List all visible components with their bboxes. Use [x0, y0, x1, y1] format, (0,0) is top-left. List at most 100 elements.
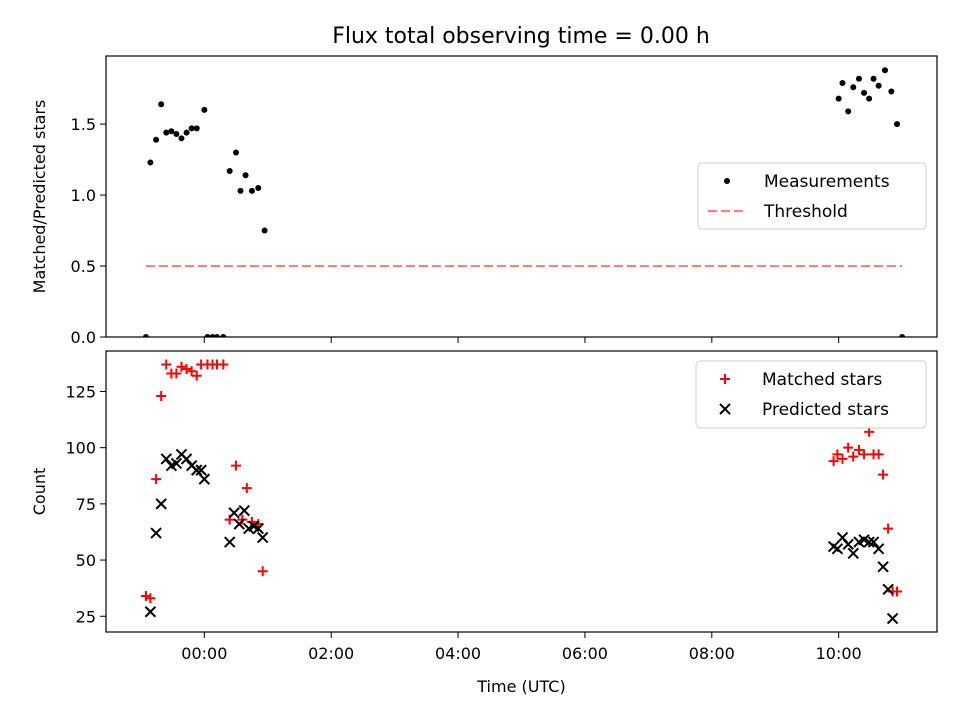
x-tick-label: 00:00	[181, 644, 227, 663]
plot-area	[142, 67, 906, 337]
x-tick-label: 04:00	[435, 644, 481, 663]
y-tick-label: 75	[76, 495, 96, 514]
measurement-point	[255, 184, 262, 191]
top-panel: 0.0 0.5 1.0 1.5 Matched/Predicted stars Measu…	[30, 55, 938, 347]
predicted-star-point	[223, 536, 236, 548]
legend: Measurements Threshold	[697, 162, 927, 230]
matched-star-point	[171, 368, 182, 379]
legend-label: Matched stars	[762, 370, 882, 390]
predicted-star-point	[195, 464, 207, 476]
matched-star-point	[191, 370, 202, 381]
matched-star-point	[241, 483, 252, 494]
predicted-star-point	[867, 536, 880, 548]
matched-star-point	[176, 361, 187, 372]
predicted-star-point	[882, 583, 894, 595]
predicted-star-point	[863, 536, 875, 548]
matched-star-point	[140, 591, 151, 602]
measurement-point	[158, 101, 165, 108]
legend-measurement-marker	[724, 178, 730, 184]
measurement-point	[899, 334, 906, 337]
legend-label: Measurements	[764, 172, 890, 192]
predicted-star-point	[155, 498, 167, 510]
predicted-star-point	[238, 504, 250, 517]
predicted-star-point	[877, 561, 889, 573]
matched-star-point	[892, 586, 903, 597]
legend-predicted-marker	[719, 403, 731, 415]
measurement-point	[147, 159, 154, 166]
matched-star-point	[859, 449, 870, 460]
y-tick-label: 1.0	[71, 186, 96, 205]
measurement-point	[855, 75, 862, 82]
measurement-point	[163, 129, 170, 136]
matched-star-point	[161, 359, 172, 370]
matched-star-point	[257, 566, 268, 577]
axes-frame	[105, 350, 938, 633]
matched-star-point	[883, 523, 894, 534]
predicted-star-point	[180, 453, 193, 465]
measurement-point	[204, 334, 211, 337]
matched-star-point	[873, 449, 884, 460]
legend-matched-marker	[720, 374, 730, 384]
y-tick-label: 100	[65, 439, 96, 458]
x-tick-label: 02:00	[308, 644, 354, 663]
matched-star-point	[853, 444, 864, 455]
measurement-point	[242, 172, 249, 179]
measurement-point	[248, 187, 255, 194]
matched-star-point	[181, 363, 192, 374]
measurement-point	[850, 84, 857, 91]
plot-area	[140, 359, 903, 625]
predicted-star-point	[831, 543, 844, 555]
y-tick-label: 50	[76, 551, 96, 570]
predicted-star-point	[886, 612, 899, 625]
measurement-point	[226, 167, 233, 174]
predicted-star-point	[228, 507, 240, 519]
predicted-star-point	[150, 527, 162, 539]
y-tick-label: 125	[65, 382, 96, 401]
legend-box	[695, 360, 927, 429]
measurement-point	[178, 135, 185, 142]
matched-star-point	[828, 456, 839, 467]
legend: Matched stars Predicted stars	[695, 360, 927, 429]
measurement-point	[201, 106, 208, 113]
predicted-star-point	[170, 457, 183, 470]
measurement-point	[870, 75, 877, 82]
matched-star-point	[218, 359, 229, 370]
matched-star-point	[832, 449, 843, 460]
measurement-point	[861, 89, 868, 96]
matched-star-point	[145, 593, 156, 604]
measurement-point	[881, 67, 888, 74]
measurement-point	[153, 136, 160, 143]
measurement-point	[209, 334, 216, 337]
y-tick-label: 0.0	[71, 328, 96, 347]
measurement-point	[142, 334, 149, 337]
y-axis-label: Matched/Predicted stars	[30, 100, 49, 294]
predicted-star-point	[198, 473, 211, 485]
measurement-point	[839, 79, 846, 86]
measurement-point	[894, 121, 901, 128]
matched-star-point	[837, 453, 848, 464]
y-tick-label: 0.5	[71, 257, 96, 276]
figure-title: Flux total observing time = 0.00 h	[332, 24, 710, 49]
predicted-star-point	[842, 538, 854, 551]
axes-frame	[105, 55, 938, 338]
bottom-panel: 00:00 02:00 04:00 06:00 08:00 10:00 25 50 75 100 1…	[30, 350, 938, 696]
predicted-star-point	[256, 531, 269, 544]
x-tick-label: 06:00	[562, 644, 608, 663]
measurement-point	[183, 129, 190, 136]
predicted-star-point	[160, 453, 172, 465]
measurement-point	[220, 334, 227, 337]
measurement-point	[214, 334, 221, 337]
predicted-star-point	[847, 547, 859, 560]
x-tick-label: 10:00	[816, 644, 862, 663]
y-axis-label: Count	[30, 468, 49, 516]
matched-star-point	[231, 460, 242, 471]
matched-star-point	[186, 366, 197, 377]
measurement-point	[188, 125, 195, 132]
legend-box	[697, 162, 927, 230]
predicted-star-point	[144, 606, 157, 618]
measurement-point	[835, 95, 842, 102]
measurement-point	[193, 125, 200, 132]
measurement-point	[888, 88, 895, 95]
